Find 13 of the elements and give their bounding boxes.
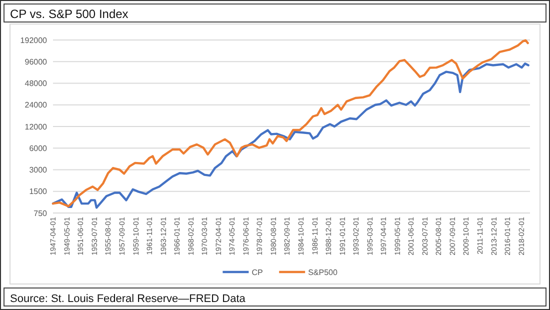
legend-label: S&P500 — [308, 268, 338, 277]
y-tick-label: 24000 — [24, 100, 48, 110]
chart-title: CP vs. S&P 500 Index — [10, 7, 128, 21]
y-tick-label: 192000 — [20, 36, 48, 45]
y-tick-label: 96000 — [24, 57, 48, 66]
y-tick-label: 750 — [34, 208, 48, 218]
y-tick-label: 3000 — [29, 166, 48, 175]
y-tick-label: 48000 — [24, 79, 48, 88]
legend-label: CP — [252, 268, 263, 277]
y-tick-label: 6000 — [29, 144, 48, 153]
source-note: Source: St. Louis Federal Reserve—FRED Data — [10, 293, 246, 305]
y-tick-label: 12000 — [24, 122, 48, 132]
y-tick-label: 1500 — [29, 187, 48, 196]
